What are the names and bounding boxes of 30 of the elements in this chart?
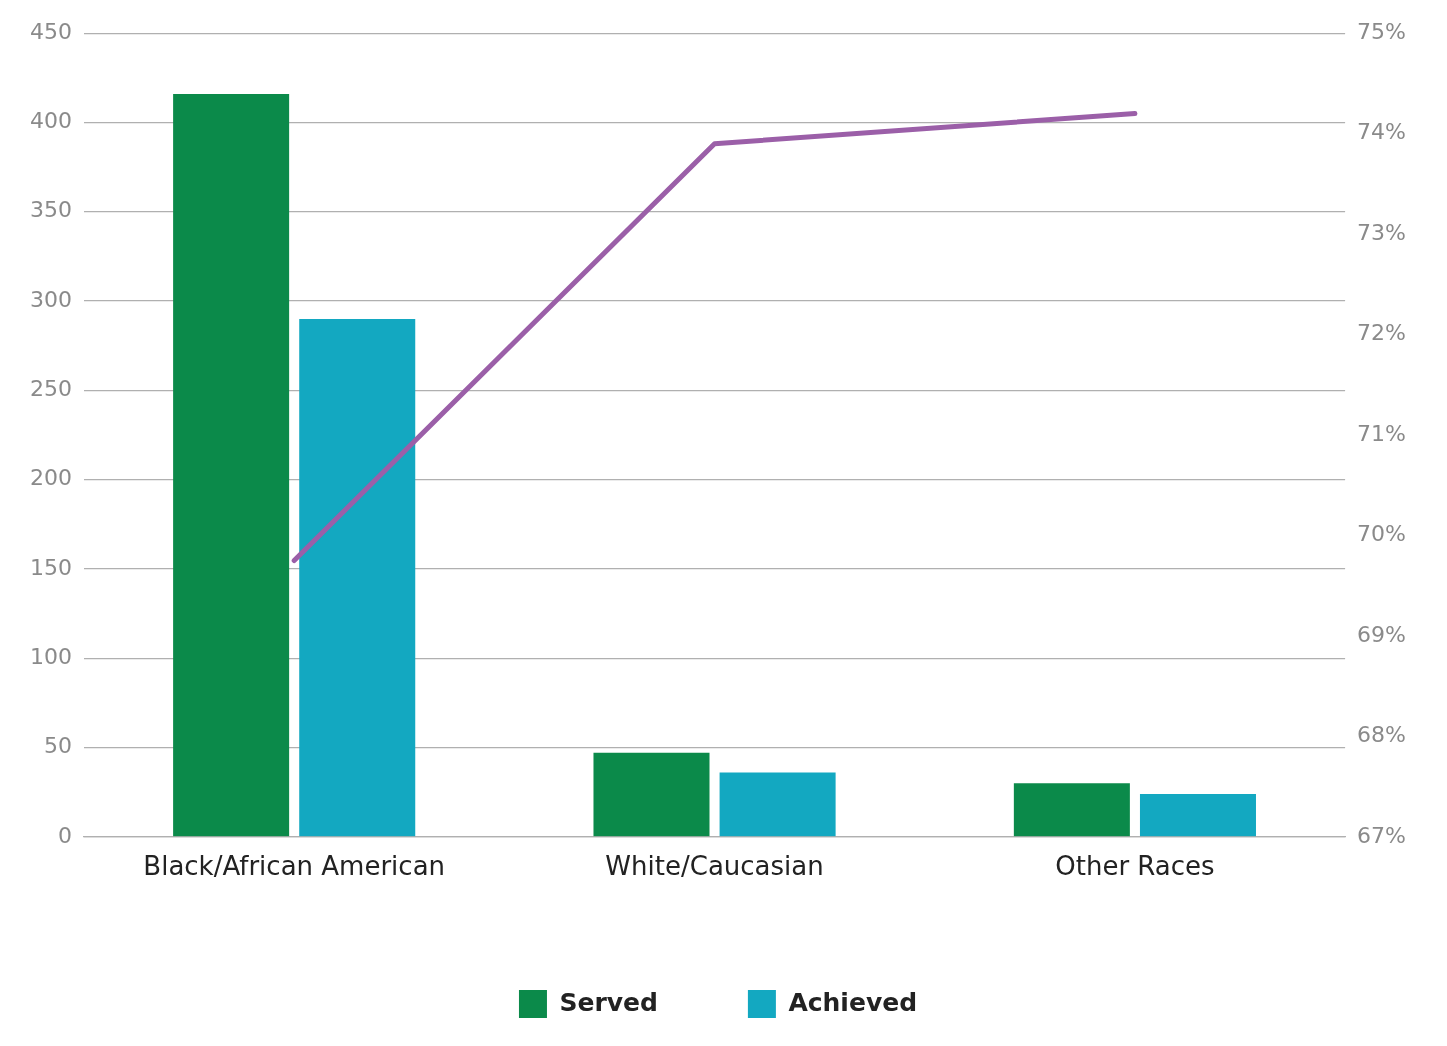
bar bbox=[1013, 783, 1130, 837]
legend-label: Served bbox=[559, 987, 658, 1017]
bar bbox=[173, 93, 290, 837]
y2-tick-label: 73% bbox=[1357, 219, 1407, 245]
x-tick-label: Black/African American bbox=[143, 851, 446, 882]
y2-tick-label: 67% bbox=[1357, 822, 1407, 848]
x-tick-label: Other Races bbox=[1055, 851, 1215, 882]
y2-tick-label: 74% bbox=[1357, 119, 1407, 145]
y-tick-label: 350 bbox=[29, 197, 72, 223]
x-tick-label: White/Caucasian bbox=[605, 851, 824, 882]
y-tick-label: 250 bbox=[29, 376, 72, 402]
y-tick-label: 100 bbox=[29, 643, 72, 669]
y-tick-label: 50 bbox=[43, 733, 72, 759]
y-tick-label: 200 bbox=[29, 465, 72, 491]
y-tick-label: 300 bbox=[29, 286, 72, 312]
bar bbox=[1139, 793, 1256, 837]
y2-tick-label: 71% bbox=[1357, 420, 1407, 446]
y-tick-label: 0 bbox=[57, 822, 72, 848]
bar bbox=[593, 752, 710, 837]
y-tick-label: 400 bbox=[29, 108, 72, 134]
y2-tick-label: 72% bbox=[1357, 320, 1407, 346]
y-tick-label: 150 bbox=[29, 554, 72, 580]
bar bbox=[299, 318, 416, 837]
bar bbox=[719, 772, 836, 837]
legend-label: Achieved bbox=[788, 987, 918, 1017]
y2-tick-label: 68% bbox=[1357, 722, 1407, 748]
y2-tick-label: 70% bbox=[1357, 521, 1407, 547]
y-tick-label: 450 bbox=[29, 18, 72, 44]
y2-tick-label: 69% bbox=[1357, 621, 1407, 647]
y2-tick-label: 75% bbox=[1357, 18, 1407, 44]
